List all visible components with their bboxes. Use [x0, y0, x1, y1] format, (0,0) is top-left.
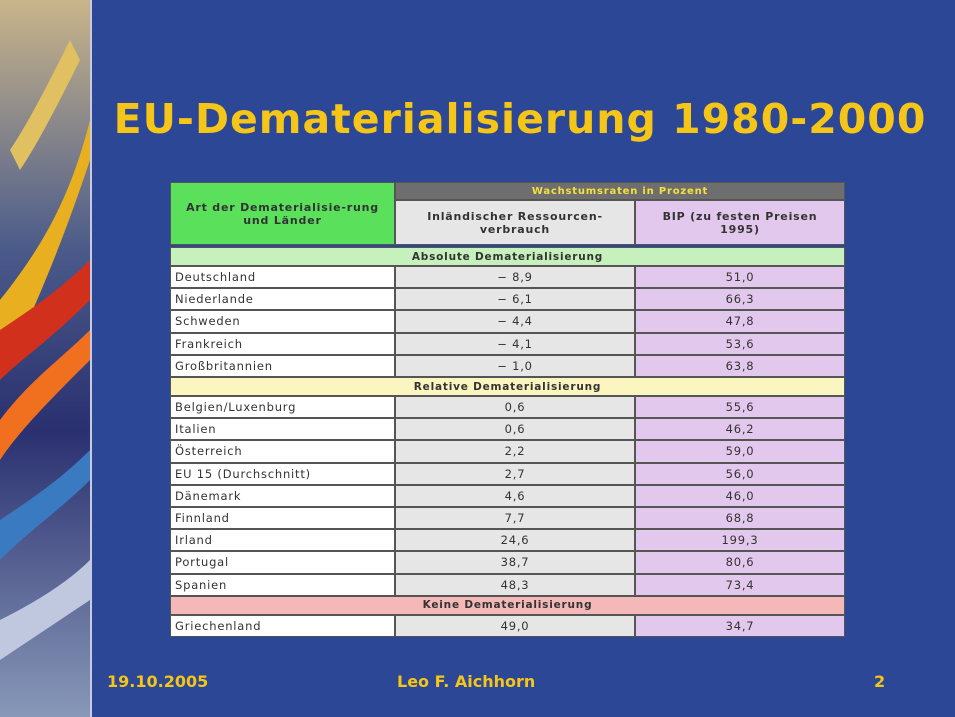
slide-title: EU-Dematerialisierung 1980-2000 — [100, 95, 940, 143]
resource-growth: 2,7 — [395, 463, 635, 485]
resource-growth: 7,7 — [395, 507, 635, 529]
section-title: Keine Dematerialisierung — [170, 596, 845, 615]
decorative-strip — [0, 0, 90, 717]
country: Deutschland — [170, 266, 395, 288]
gdp-growth: 53,6 — [635, 333, 845, 355]
gdp-growth: 51,0 — [635, 266, 845, 288]
gdp-growth: 46,2 — [635, 418, 845, 440]
divider — [90, 0, 92, 717]
resource-growth: − 4,4 — [395, 310, 635, 332]
resource-growth: 49,0 — [395, 615, 635, 637]
header-group: Wachstumsraten in Prozent — [395, 182, 845, 200]
country: EU 15 (Durchschnitt) — [170, 463, 395, 485]
resource-growth: 48,3 — [395, 574, 635, 596]
resource-growth: 0,6 — [395, 418, 635, 440]
country: Österreich — [170, 440, 395, 462]
country: Portugal — [170, 551, 395, 573]
resource-growth: 24,6 — [395, 529, 635, 551]
gdp-growth: 199,3 — [635, 529, 845, 551]
header-col2: BIP (zu festen Preisen 1995) — [635, 200, 845, 245]
section-title: Relative Dematerialisierung — [170, 377, 845, 396]
resource-growth: − 4,1 — [395, 333, 635, 355]
country: Dänemark — [170, 485, 395, 507]
gdp-growth: 59,0 — [635, 440, 845, 462]
country: Spanien — [170, 574, 395, 596]
gdp-growth: 47,8 — [635, 310, 845, 332]
gdp-growth: 66,3 — [635, 288, 845, 310]
gdp-growth: 56,0 — [635, 463, 845, 485]
country: Großbritannien — [170, 355, 395, 377]
country: Frankreich — [170, 333, 395, 355]
gdp-growth: 46,0 — [635, 485, 845, 507]
country: Finnland — [170, 507, 395, 529]
resource-growth: − 1,0 — [395, 355, 635, 377]
footer-date: 19.10.2005 — [107, 672, 208, 691]
country: Irland — [170, 529, 395, 551]
resource-growth: 2,2 — [395, 440, 635, 462]
gdp-growth: 80,6 — [635, 551, 845, 573]
footer-page: 2 — [874, 672, 885, 691]
gdp-growth: 73,4 — [635, 574, 845, 596]
slide: EU-Dematerialisierung 1980-2000 Art der … — [0, 0, 955, 717]
resource-growth: 0,6 — [395, 396, 635, 418]
gdp-growth: 34,7 — [635, 615, 845, 637]
footer-author: Leo F. Aichhorn — [397, 672, 535, 691]
section-title: Absolute Dematerialisierung — [170, 247, 845, 266]
country: Niederlande — [170, 288, 395, 310]
country: Belgien/Luxenburg — [170, 396, 395, 418]
resource-growth: 38,7 — [395, 551, 635, 573]
gdp-growth: 55,6 — [635, 396, 845, 418]
header-col1: Inländischer Ressourcen-verbrauch — [395, 200, 635, 245]
header-label: Art der Dematerialisie-rung und Länder — [170, 182, 395, 245]
resource-growth: − 6,1 — [395, 288, 635, 310]
country: Italien — [170, 418, 395, 440]
resource-growth: 4,6 — [395, 485, 635, 507]
resource-growth: − 8,9 — [395, 266, 635, 288]
country: Schweden — [170, 310, 395, 332]
gdp-growth: 63,8 — [635, 355, 845, 377]
gdp-growth: 68,8 — [635, 507, 845, 529]
country: Griechenland — [170, 615, 395, 637]
